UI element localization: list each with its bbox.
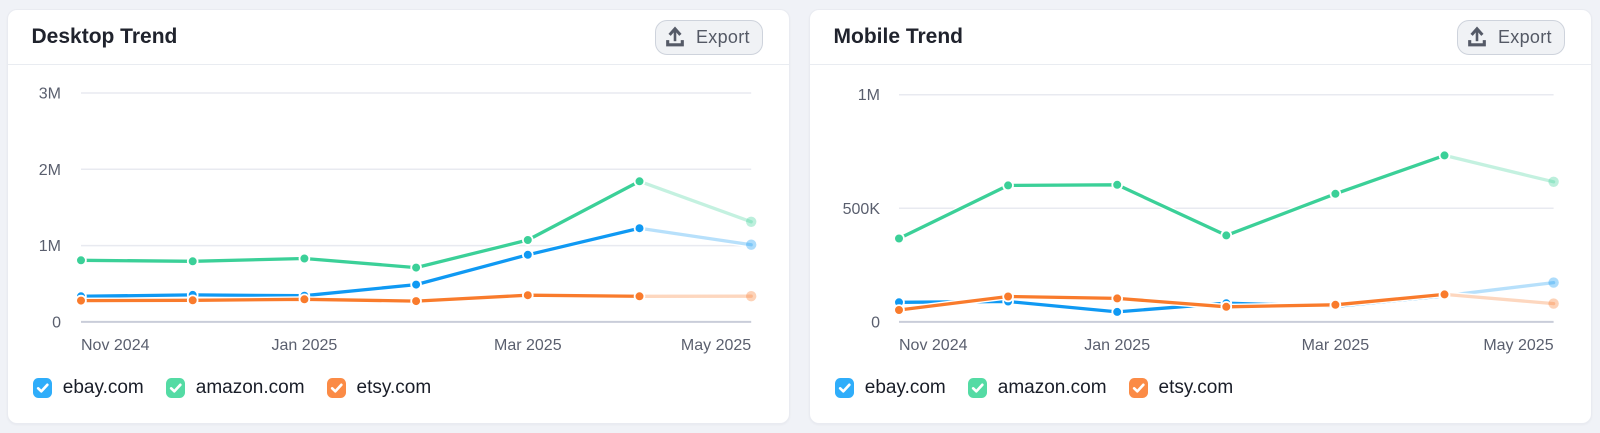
svg-text:0: 0: [52, 314, 61, 331]
svg-text:Mar 2025: Mar 2025: [494, 337, 562, 354]
svg-text:Mar 2025: Mar 2025: [1301, 337, 1369, 354]
svg-text:0: 0: [871, 314, 880, 331]
svg-text:May 2025: May 2025: [1483, 337, 1553, 354]
svg-text:Nov 2024: Nov 2024: [81, 337, 150, 354]
svg-text:Jan 2025: Jan 2025: [1084, 337, 1150, 354]
svg-text:1M: 1M: [857, 87, 879, 104]
svg-text:1M: 1M: [38, 238, 60, 255]
svg-text:500K: 500K: [842, 201, 880, 218]
svg-text:3M: 3M: [38, 86, 60, 103]
svg-text:2M: 2M: [38, 162, 60, 179]
svg-text:May 2025: May 2025: [680, 337, 750, 354]
svg-text:Jan 2025: Jan 2025: [271, 337, 337, 354]
svg-text:Nov 2024: Nov 2024: [899, 337, 968, 354]
